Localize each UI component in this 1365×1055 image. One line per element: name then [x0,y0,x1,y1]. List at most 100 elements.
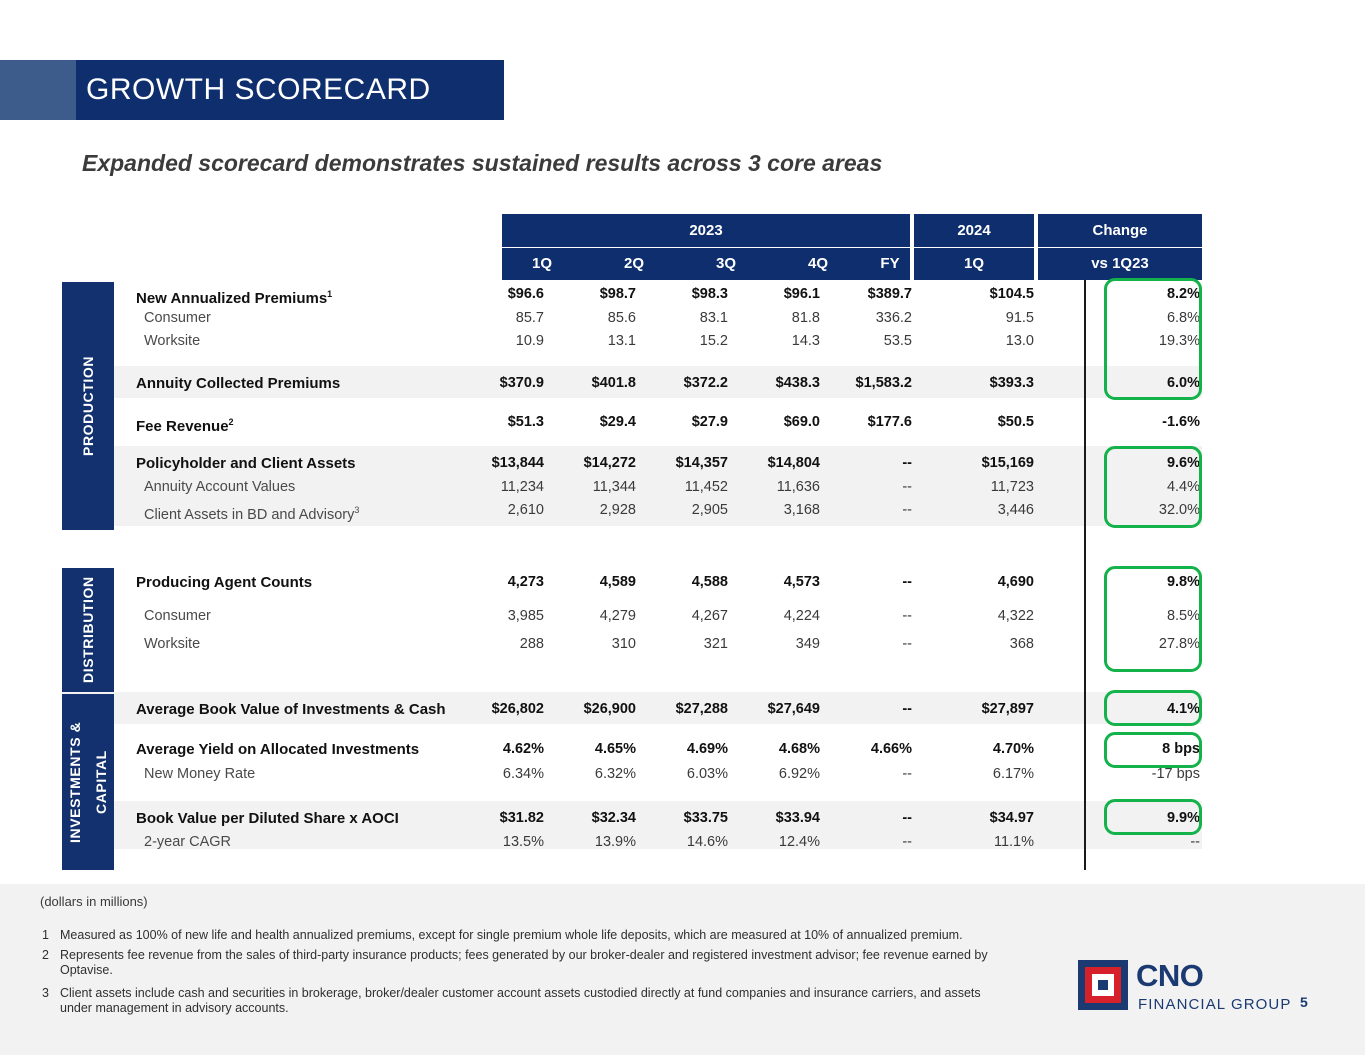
footer-band [0,884,1365,1055]
cell-value: 13.1 [607,333,636,349]
cell-value: $96.1 [783,286,820,302]
cell-value: $96.6 [507,286,544,302]
cell-value: $13,844 [491,455,544,471]
cell-value: $438.3 [775,375,820,391]
table-row: Average Yield on Allocated Investments 4.… [62,738,1202,761]
table-row: Fee Revenue2 $51.3 $29.4 $27.9 $69.0 $177.6 $5… [62,411,1202,435]
cell-value: 10.9 [515,333,544,349]
cell-value: $29.4 [599,414,636,430]
cell-value: 310 [611,636,636,652]
cno-logo-icon [1078,960,1128,1010]
cell-value: 11,344 [592,479,636,495]
cell-value: -- [902,608,912,624]
cell-value: 6.32% [594,766,636,782]
change-value: -17 bps [1151,766,1200,782]
table-row: Annuity Account Values 11,234 11,344 11,452… [62,476,1202,499]
cell-value: 6.03% [686,766,728,782]
cell-value: -- [902,502,912,518]
column-group-header: Change [1038,214,1202,247]
row-label: Book Value per Diluted Share x AOCI [136,810,399,827]
change-value: 6.0% [1166,375,1200,391]
cell-value: $50.5 [997,414,1034,430]
cell-value: 4.68% [778,741,820,757]
cell-value: 4,224 [783,608,820,624]
change-highlight-box [1104,566,1202,672]
cell-value: -- [902,574,912,590]
logo-tagline: FINANCIAL GROUP [1138,996,1292,1013]
footnote-number: 2 [42,948,49,962]
row-label: Average Yield on Allocated Investments [136,741,420,758]
cell-value: 91.5 [1005,310,1034,326]
row-label: Consumer [144,310,211,326]
row-label: New Money Rate [144,766,256,782]
cell-value: $26,802 [491,701,544,717]
cell-value: 4.69% [686,741,728,757]
table-row: Consumer 85.7 85.6 83.1 81.8 336.2 91.5 6.8% [62,307,1202,330]
title-accent-block [0,60,76,120]
row-label: 2-year CAGR [144,834,232,850]
cell-value: 2,928 [599,502,636,518]
cell-value: $27,288 [675,701,728,717]
cell-value: 4,267 [691,608,728,624]
footnote-marker: 3 [354,505,360,515]
change-value: -- [1190,834,1200,850]
column-group-header: 2023 [502,214,910,247]
footnote-number: 1 [42,928,49,942]
page-subtitle: Expanded scorecard demonstrates sustaine… [82,150,883,176]
cell-value: $27,649 [767,701,820,717]
cell-value: -- [902,810,912,826]
cell-value: 4.65% [594,741,636,757]
row-label: Fee Revenue2 [136,417,234,435]
cell-value: 4,588 [691,574,728,590]
cell-value: 2,610 [507,502,544,518]
cell-value: $26,900 [583,701,636,717]
row-label: Policyholder and Client Assets [136,455,356,472]
cell-value: $31.82 [499,810,544,826]
change-value: 9.9% [1166,810,1200,826]
cell-value: $372.2 [683,375,728,391]
change-highlight-box [1104,278,1202,400]
cell-value: 4,322 [997,608,1034,624]
cell-value: 14.3 [791,333,820,349]
change-value: 4.1% [1166,701,1200,717]
cell-value: $27,897 [981,701,1034,717]
cell-value: 4,589 [599,574,636,590]
row-label: New Annualized Premiums1 [136,289,333,307]
cell-value: $14,272 [583,455,636,471]
section-label-text: DISTRIBUTION [80,576,96,684]
change-value: 27.8% [1158,636,1200,652]
cell-value: 4,279 [599,608,636,624]
row-label: Client Assets in BD and Advisory3 [144,505,360,523]
change-value: 8.5% [1166,608,1200,624]
change-value: 8.2% [1166,286,1200,302]
cell-value: 6.17% [992,766,1034,782]
cell-value: 3,168 [783,502,820,518]
cell-value: -- [902,701,912,717]
change-highlight-box [1104,690,1202,726]
units-note: (dollars in millions) [40,894,148,909]
table-row: Average Book Value of Investments & Cash… [62,698,1202,721]
change-value: -1.6% [1162,414,1200,430]
change-value: 9.8% [1166,574,1200,590]
change-value: 32.0% [1158,502,1200,518]
cell-value: 11,723 [990,479,1034,495]
page-title: GROWTH SCORECARD [86,73,431,106]
cell-value: $14,357 [675,455,728,471]
cell-value: $32.34 [591,810,636,826]
cell-value: 349 [795,636,820,652]
change-value: 19.3% [1158,333,1200,349]
cell-value: -- [902,766,912,782]
table-row: New Annualized Premiums1 $96.6 $98.7 $98.3 $… [62,283,1202,307]
cell-value: $33.94 [775,810,820,826]
table-row: Worksite 288 310 321 349 -- 368 27.8% [62,633,1202,656]
footnote-number: 3 [42,986,49,1000]
column-header-fy: FY [870,248,910,280]
cell-value: 15.2 [699,333,728,349]
cell-value: 85.7 [515,310,544,326]
row-shading-band [62,446,1202,526]
cell-value: $98.7 [599,286,636,302]
cell-value: 321 [703,636,728,652]
column-header-1q: 1Q [914,248,1034,280]
row-label: Annuity Account Values [144,479,296,495]
column-header-2q: 2Q [594,248,674,280]
